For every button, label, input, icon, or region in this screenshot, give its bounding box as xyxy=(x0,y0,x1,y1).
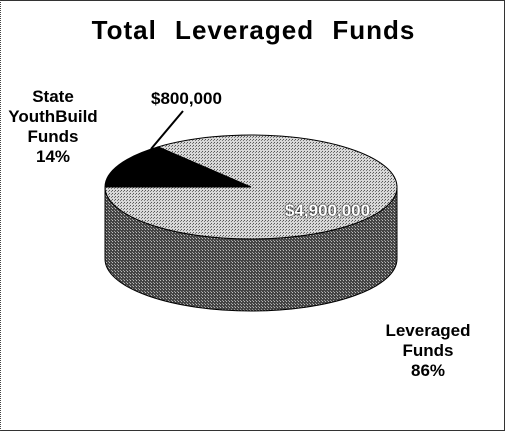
pie-slice xyxy=(104,146,252,188)
leader-line xyxy=(150,110,184,150)
slice-label: Leveraged Funds 86% xyxy=(373,321,483,381)
percent-label: 86% xyxy=(410,361,446,380)
category-label: State YouthBuild Funds xyxy=(8,87,98,146)
pie-slice xyxy=(104,134,398,240)
value-label: $4,900,000 xyxy=(285,201,371,220)
category-label: Leveraged Funds xyxy=(385,321,471,360)
percent-label: 14% xyxy=(35,147,71,166)
slice-label: State YouthBuild Funds 14% xyxy=(3,87,103,167)
chart-title: Total Leveraged Funds xyxy=(91,15,416,45)
value-label: $800,000 xyxy=(151,89,222,108)
